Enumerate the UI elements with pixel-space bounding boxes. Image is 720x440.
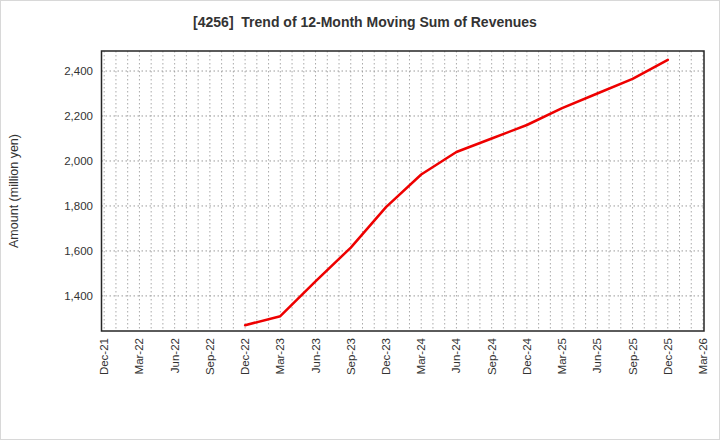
chart-canvas: 1,400 1,600 1,800 2,000 2,200 2,400 Dec-21 Mar… xyxy=(1,1,719,439)
chart-figure: 1,400 1,600 1,800 2,000 2,200 2,400 Dec-21 Mar… xyxy=(0,0,720,440)
x-tick-label: Mar-22 xyxy=(133,338,145,374)
x-tick-label: Mar-24 xyxy=(415,337,427,374)
y-axis-ticks: 1,400 1,600 1,800 2,000 2,200 2,400 xyxy=(64,65,93,302)
x-tick-label: Sep-22 xyxy=(204,338,216,375)
y-axis-label: Amount (million yen) xyxy=(7,134,21,248)
y-tick-label: 1,400 xyxy=(64,290,93,302)
chart-title: [4256] Trend of 12-Month Moving Sum of R… xyxy=(193,14,537,30)
x-tick-label: Dec-21 xyxy=(98,338,110,375)
x-tick-label: Dec-22 xyxy=(239,338,251,375)
y-tick-label: 2,400 xyxy=(64,65,93,77)
x-tick-label: Sep-23 xyxy=(345,338,357,375)
x-tick-label: Dec-25 xyxy=(662,338,674,375)
x-tick-label: Dec-24 xyxy=(521,337,533,375)
x-tick-label: Mar-26 xyxy=(697,338,709,374)
x-tick-label: Sep-24 xyxy=(486,337,498,375)
x-tick-label: Jun-24 xyxy=(450,337,462,373)
x-tick-label: Mar-25 xyxy=(556,338,568,374)
y-tick-label: 2,200 xyxy=(64,110,93,122)
x-tick-label: Jun-23 xyxy=(310,338,322,373)
x-tick-label: Mar-23 xyxy=(274,338,286,374)
x-axis-ticks: Dec-21 Mar-22 Jun-22 Sep-22 Dec-22 Mar-23 Jun-… xyxy=(98,337,709,375)
x-tick-label: Jun-25 xyxy=(591,338,603,373)
y-tick-label: 1,800 xyxy=(64,200,93,212)
y-tick-label: 1,600 xyxy=(64,245,93,257)
x-tick-label: Dec-23 xyxy=(380,338,392,375)
x-tick-label: Sep-25 xyxy=(627,338,639,375)
x-tick-label: Jun-22 xyxy=(169,338,181,373)
y-tick-label: 2,000 xyxy=(64,155,93,167)
